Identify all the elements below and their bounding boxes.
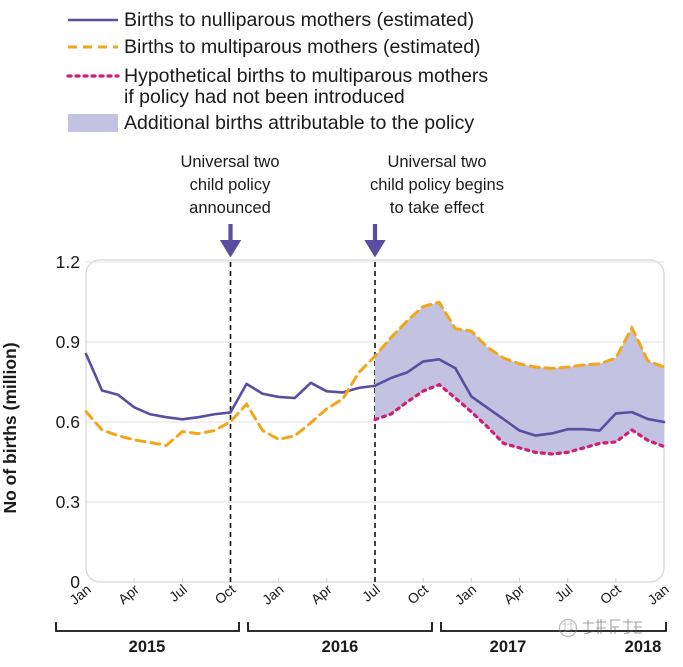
svg-text:Oct: Oct [211,581,238,607]
svg-text:Oct: Oct [404,581,431,607]
svg-text:Universal two: Universal two [387,153,486,171]
svg-text:0.6: 0.6 [56,412,80,432]
svg-text:Universal two: Universal two [180,153,279,171]
svg-text:Births to multiparous mothers: Births to multiparous mothers (estimated… [124,36,481,58]
svg-text:2017: 2017 [490,638,527,656]
svg-text:1.2: 1.2 [56,252,80,272]
svg-text:2016: 2016 [322,638,359,656]
svg-text:Jan: Jan [644,581,672,608]
svg-text:2015: 2015 [129,638,166,656]
svg-text:Births to nulliparous mothers: Births to nulliparous mothers (estimated… [124,9,474,31]
svg-text:Apr: Apr [115,581,142,607]
svg-text:2018: 2018 [625,638,662,656]
svg-text:Jul: Jul [166,581,190,605]
svg-text:Additional births attributable: Additional births attributable to the po… [124,112,474,134]
svg-text:No of births (million): No of births (million) [0,342,20,513]
svg-text:to take effect: to take effect [390,199,485,217]
svg-text:if policy had not been introdu: if policy had not been introduced [124,86,405,108]
svg-text:Hypothetical births to multipa: Hypothetical births to multiparous mothe… [124,65,488,87]
svg-text:Jan: Jan [259,581,287,608]
svg-text:Jan: Jan [452,581,480,608]
svg-text:announced: announced [189,199,271,217]
svg-text:child policy begins: child policy begins [370,176,504,194]
svg-text:0.9: 0.9 [56,332,80,352]
svg-text:Apr: Apr [500,581,527,607]
svg-text:Apr: Apr [308,581,335,607]
svg-text:Jul: Jul [552,581,576,605]
svg-text:child policy: child policy [190,176,271,194]
svg-text:Oct: Oct [597,581,624,607]
svg-text:0.3: 0.3 [56,492,80,512]
svg-text:Jul: Jul [359,581,383,605]
